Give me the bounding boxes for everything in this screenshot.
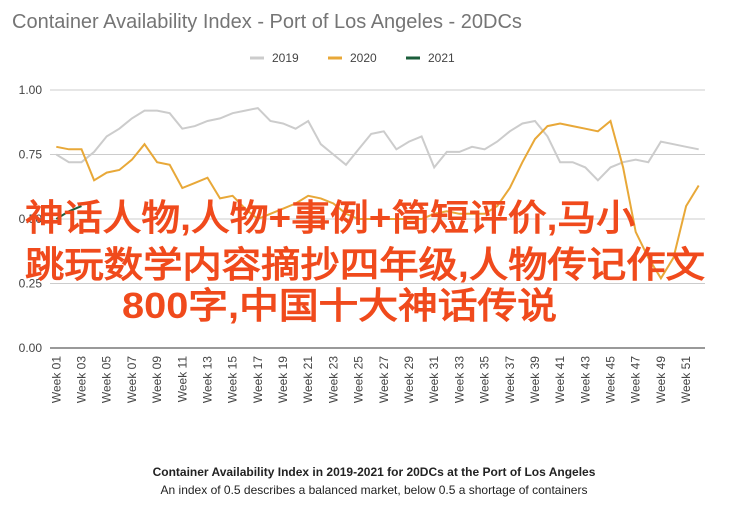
x-tick-label: Week 25 — [352, 356, 366, 403]
caption: Container Availability Index in 2019-202… — [153, 465, 596, 479]
line — [56, 119, 700, 281]
x-tick-label: Week 11 — [175, 356, 189, 403]
overlay-text: 神话人物,人物+事例+简短评价,马小 — [25, 197, 635, 238]
legend-label: 2020 — [350, 51, 377, 65]
x-tick-label: Week 01 — [49, 356, 63, 403]
x-tick-label: Week 41 — [553, 356, 567, 403]
y-tick-label: 1.00 — [19, 83, 43, 97]
x-tick-label: Week 37 — [503, 356, 517, 403]
x-tick-label: Week 43 — [578, 356, 592, 403]
x-tick-label: Week 13 — [200, 356, 214, 403]
line — [55, 107, 699, 182]
subcaption: An index of 0.5 describes a balanced mar… — [161, 483, 588, 497]
x-tick-label: Week 09 — [150, 356, 164, 403]
legend-label: 2019 — [272, 51, 299, 65]
x-tick-label: Week 33 — [452, 356, 466, 403]
x-tick-label: Week 29 — [402, 356, 416, 403]
x-tick-label: Week 31 — [427, 356, 441, 403]
x-tick-label: Week 17 — [251, 356, 265, 403]
x-tick-label: Week 05 — [100, 356, 114, 403]
overlay-text: 跳玩数学内容摘抄四年级,人物传记作文 — [25, 244, 705, 285]
x-tick-label: Week 07 — [125, 356, 139, 403]
x-tick-label: Week 03 — [74, 356, 88, 403]
y-tick-label: 0.50 — [19, 212, 43, 226]
x-tick-label: Week 45 — [604, 356, 618, 403]
x-tick-label: Week 47 — [629, 356, 643, 403]
x-tick-label: Week 39 — [528, 356, 542, 403]
x-tick-label: Week 21 — [301, 356, 315, 403]
x-tick-label: Week 49 — [654, 356, 668, 403]
chart-title: Container Availability Index - Port of L… — [12, 11, 522, 33]
y-tick-label: 0.25 — [19, 277, 43, 291]
line — [55, 205, 82, 220]
x-tick-label: Week 27 — [377, 356, 391, 403]
y-tick-label: 0.00 — [19, 341, 43, 355]
x-tick-label: Week 23 — [326, 356, 340, 403]
x-tick-label: Week 19 — [276, 356, 290, 403]
x-tick-label: Week 15 — [226, 356, 240, 403]
legend-label: 2021 — [428, 51, 455, 65]
y-tick-label: 0.75 — [19, 148, 43, 162]
overlay-text: 800字,中国十大神话传说 — [122, 285, 557, 326]
x-tick-label: Week 35 — [478, 356, 492, 403]
x-tick-label: Week 51 — [679, 356, 693, 403]
